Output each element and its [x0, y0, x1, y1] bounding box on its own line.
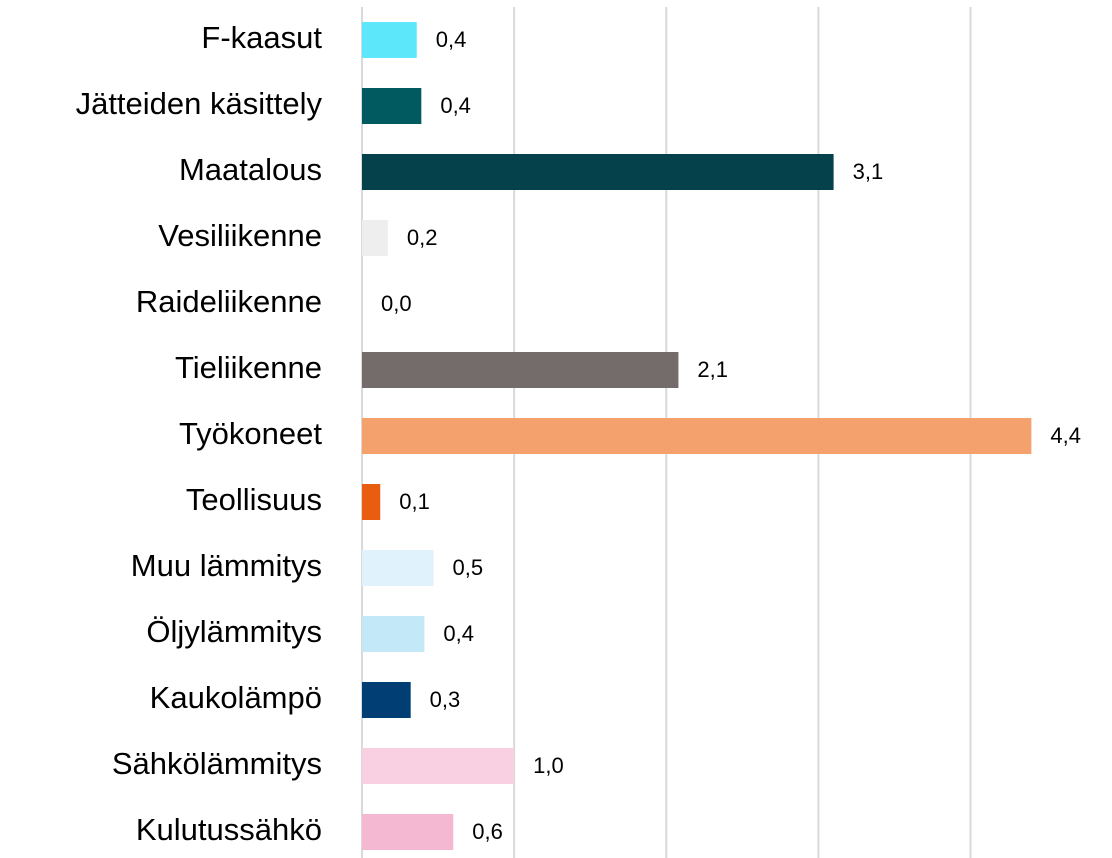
bar: [362, 220, 388, 256]
category-label: Tieliikenne: [175, 350, 322, 385]
category-label: F-kaasut: [201, 20, 322, 55]
value-label: 4,4: [1050, 423, 1081, 448]
category-label: Vesiliikenne: [158, 218, 322, 253]
bar: [362, 616, 425, 652]
value-label: 3,1: [853, 159, 884, 184]
category-label: Maatalous: [179, 152, 322, 187]
category-label: Työkoneet: [179, 416, 322, 451]
value-label: 0,3: [430, 687, 461, 712]
bar: [362, 154, 834, 190]
bar: [362, 22, 417, 58]
bar: [362, 748, 515, 784]
category-label: Öljylämmitys: [146, 614, 322, 649]
category-label: Raideliikenne: [136, 284, 322, 319]
value-label: 0,5: [453, 555, 484, 580]
category-label: Sähkölämmitys: [112, 746, 322, 781]
value-label: 1,0: [533, 753, 564, 778]
value-label: 0,4: [440, 93, 471, 118]
bar: [362, 814, 454, 850]
bar: [362, 88, 422, 124]
value-label: 0,4: [436, 27, 467, 52]
value-label: 0,6: [472, 819, 503, 844]
category-label: Muu lämmitys: [131, 548, 322, 583]
value-label: 0,0: [381, 291, 412, 316]
category-label: Jätteiden käsittely: [76, 86, 323, 121]
bar: [362, 682, 411, 718]
category-label: Kaukolämpö: [150, 680, 322, 715]
bar: [362, 352, 679, 388]
category-label: Teollisuus: [186, 482, 322, 517]
value-label: 0,4: [443, 621, 474, 646]
bar: [362, 484, 381, 520]
value-label: 2,1: [697, 357, 728, 382]
bar: [362, 550, 434, 586]
category-label: Kulutussähkö: [136, 812, 322, 847]
bar: [362, 418, 1032, 454]
value-label: 0,2: [407, 225, 438, 250]
value-label: 0,1: [399, 489, 430, 514]
